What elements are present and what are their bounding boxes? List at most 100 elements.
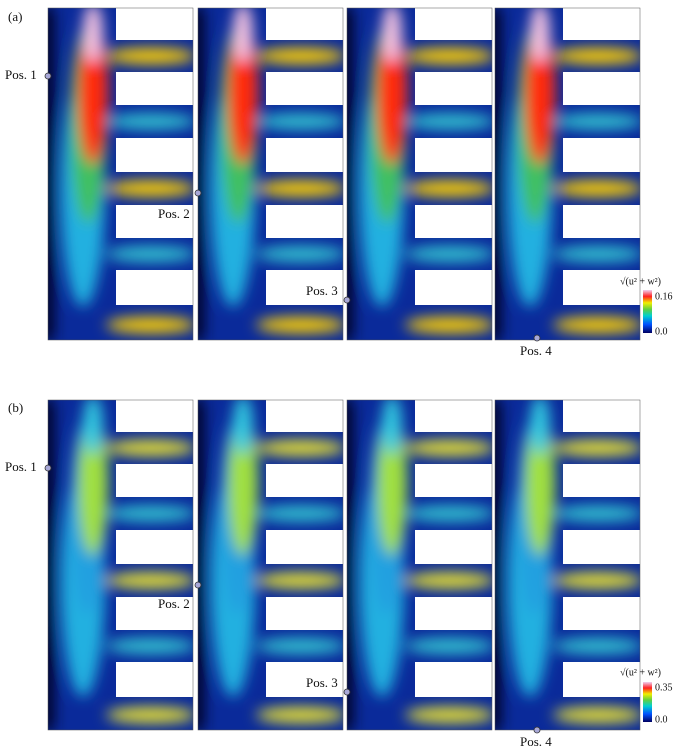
branch-jet [553, 506, 643, 522]
wall-block [116, 400, 194, 432]
branch-jet [405, 506, 495, 522]
colorbar [643, 682, 652, 722]
wall-block [563, 138, 641, 172]
position-label: Pos. 2 [158, 596, 190, 611]
branch-jet [256, 707, 346, 723]
branch-jet [553, 440, 643, 456]
branch-jet [256, 573, 346, 589]
branch-jet [405, 707, 495, 723]
branch-jet [553, 48, 643, 64]
wall-block [266, 138, 344, 172]
branch-jet [405, 246, 495, 262]
position-marker [195, 190, 201, 196]
colorbar-max: 0.35 [655, 682, 673, 693]
edge-dark [38, 8, 54, 340]
wall-block [563, 205, 641, 238]
colorbar-title: √(u² + w²) [620, 276, 661, 287]
position-marker [195, 582, 201, 588]
branch-jet [106, 506, 196, 522]
colorbar-max: 0.16 [655, 291, 673, 302]
position-label: Pos. 4 [520, 734, 552, 749]
field-blob [530, 3, 550, 63]
branch-jet [106, 181, 196, 197]
position-label: Pos. 3 [306, 675, 338, 690]
wall-block [116, 662, 194, 697]
field-blob [83, 395, 103, 455]
wall-block [415, 597, 493, 630]
position-label: Pos. 2 [158, 206, 190, 221]
position-marker [45, 73, 51, 79]
wall-block [116, 138, 194, 172]
branch-jet [553, 573, 643, 589]
colorbar-min: 0.0 [655, 714, 668, 725]
branch-jet [553, 707, 643, 723]
contour-panel [38, 395, 196, 730]
field-blob [233, 3, 253, 63]
wall-block [415, 270, 493, 305]
branch-jet [405, 114, 495, 130]
branch-jet [405, 440, 495, 456]
branch-jet [106, 317, 196, 333]
position-marker [45, 465, 51, 471]
wall-block [266, 72, 344, 105]
wall-block [266, 530, 344, 564]
branch-jet [405, 181, 495, 197]
wall-block [266, 400, 344, 432]
wall-block [415, 138, 493, 172]
wall-block [563, 530, 641, 564]
branch-jet [256, 638, 346, 654]
contour-panel [485, 3, 643, 340]
branch-jet [106, 246, 196, 262]
branch-jet [106, 573, 196, 589]
wall-block [116, 530, 194, 564]
figure: (a) (b) Pos. 1 Pos. 2 Pos. 3 Pos. 4 Pos. 1 Po… [0, 0, 683, 751]
wall-block [116, 464, 194, 497]
wall-block [415, 72, 493, 105]
panel-label: (a) [8, 9, 22, 24]
wall-block [116, 72, 194, 105]
branch-jet [256, 181, 346, 197]
colorbar-min: 0.0 [655, 326, 668, 337]
position-label: Pos. 1 [5, 67, 37, 82]
contour-panel [485, 395, 643, 730]
branch-jet [256, 317, 346, 333]
wall-block [563, 464, 641, 497]
colorbar-title: √(u² + w²) [620, 667, 661, 678]
wall-block [415, 662, 493, 697]
branch-jet [256, 246, 346, 262]
branch-jet [106, 48, 196, 64]
branch-jet [553, 181, 643, 197]
branch-jet [405, 317, 495, 333]
wall-block [266, 8, 344, 40]
branch-jet [106, 707, 196, 723]
wall-block [116, 8, 194, 40]
wall-block [266, 205, 344, 238]
wall-block [116, 270, 194, 305]
position-marker [534, 727, 540, 733]
branch-jet [553, 638, 643, 654]
branch-jet [553, 317, 643, 333]
contour-panel [337, 395, 495, 730]
field-blob [382, 395, 402, 455]
branch-jet [405, 638, 495, 654]
branch-jet [405, 573, 495, 589]
field-blob [233, 395, 253, 455]
branch-jet [106, 114, 196, 130]
wall-block [415, 205, 493, 238]
branch-jet [256, 440, 346, 456]
position-marker [344, 297, 350, 303]
position-marker [534, 335, 540, 341]
position-label: Pos. 4 [520, 343, 552, 358]
field-blob [382, 3, 402, 63]
position-label: Pos. 1 [5, 459, 37, 474]
contour-panel [38, 3, 196, 340]
wall-block [563, 597, 641, 630]
panel-label: (b) [8, 400, 23, 415]
branch-jet [553, 246, 643, 262]
position-marker [344, 689, 350, 695]
field-blob [83, 3, 103, 63]
branch-jet [106, 638, 196, 654]
wall-block [415, 400, 493, 432]
wall-block [563, 400, 641, 432]
contour-panel [337, 3, 495, 340]
